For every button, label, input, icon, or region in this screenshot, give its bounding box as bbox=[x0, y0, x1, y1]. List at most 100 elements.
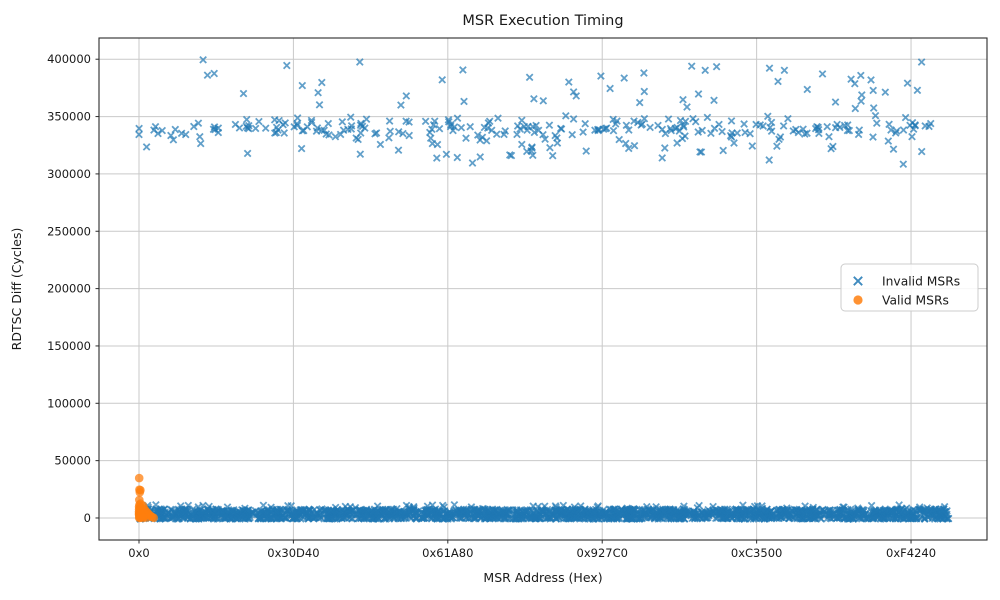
scatter-x-marker bbox=[679, 121, 688, 130]
scatter-x-marker bbox=[801, 502, 809, 510]
scatter-x-marker bbox=[719, 146, 728, 155]
scatter-x-marker bbox=[203, 71, 212, 80]
scatter-x-marker bbox=[642, 502, 651, 511]
scatter-x-marker bbox=[459, 66, 467, 74]
scatter-x-marker bbox=[746, 129, 754, 138]
scatter-x-marker bbox=[446, 122, 455, 131]
scatter-x-marker bbox=[432, 154, 441, 162]
scatter-x-marker bbox=[899, 126, 908, 134]
scatter-x-marker bbox=[194, 503, 203, 511]
scatter-x-marker bbox=[712, 62, 721, 71]
scatter-x-marker bbox=[393, 504, 401, 513]
scatter-x-marker bbox=[374, 513, 382, 522]
scatter-x-marker bbox=[544, 514, 552, 522]
scatter-x-marker bbox=[189, 505, 198, 513]
scatter-x-marker bbox=[774, 77, 782, 86]
scatter-x-marker bbox=[653, 513, 662, 522]
scatter-x-marker bbox=[394, 146, 403, 155]
scatter-x-marker bbox=[884, 137, 893, 145]
scatter-x-marker bbox=[569, 88, 578, 96]
scatter-x-marker bbox=[310, 513, 319, 522]
scatter-x-marker bbox=[317, 126, 326, 135]
scatter-x-marker bbox=[419, 514, 428, 522]
scatter-x-marker bbox=[569, 115, 578, 123]
scatter-x-marker bbox=[539, 96, 548, 105]
scatter-x-marker bbox=[548, 151, 557, 160]
legend-box bbox=[840, 263, 979, 312]
y-axis-label: RDTSC Diff (Cycles) bbox=[9, 228, 24, 351]
scatter-x-marker bbox=[615, 135, 624, 144]
scatter-x-marker bbox=[579, 128, 587, 136]
scatter-x-marker bbox=[610, 513, 618, 522]
scatter-x-marker bbox=[362, 115, 371, 124]
scatter-x-marker bbox=[517, 140, 526, 149]
scatter-x-marker bbox=[284, 501, 292, 510]
scatter-x-marker bbox=[449, 126, 457, 135]
scatter-x-marker bbox=[915, 503, 924, 511]
scatter-x-marker bbox=[524, 122, 532, 131]
scatter-x-marker bbox=[667, 514, 675, 523]
scatter-x-marker bbox=[703, 513, 711, 522]
scatter-x-marker bbox=[307, 118, 316, 127]
scatter-x-marker bbox=[261, 124, 270, 133]
scatter-x-marker bbox=[885, 120, 893, 129]
scatter-x-marker bbox=[640, 69, 648, 77]
x-tick-label: 0xF4240 bbox=[886, 546, 936, 560]
scatter-x-marker bbox=[756, 121, 765, 129]
scatter-x-marker bbox=[867, 76, 875, 84]
scatter-x-marker bbox=[901, 113, 910, 122]
scatter-x-marker bbox=[153, 506, 162, 515]
scatter-x-marker bbox=[297, 505, 306, 514]
legend-circle-marker-icon bbox=[853, 295, 863, 305]
scatter-x-marker bbox=[687, 62, 696, 71]
scatter-x-marker bbox=[272, 123, 281, 132]
scatter-x-marker bbox=[851, 104, 860, 113]
scatter-x-marker bbox=[517, 514, 526, 523]
scatter-x-marker bbox=[528, 151, 537, 160]
scatter-x-marker bbox=[435, 124, 444, 133]
scatter-x-marker bbox=[646, 513, 655, 522]
scatter-x-marker bbox=[644, 513, 653, 522]
scatter-x-marker bbox=[902, 513, 911, 522]
scatter-x-marker bbox=[840, 121, 849, 130]
scatter-x-marker bbox=[854, 130, 863, 139]
scatter-x-marker bbox=[405, 131, 414, 140]
scatter-x-marker bbox=[513, 130, 521, 139]
scatter-x-marker bbox=[174, 514, 183, 522]
scatter-x-marker bbox=[409, 502, 418, 511]
scatter-x-marker bbox=[673, 123, 681, 132]
y-tick-label: 0 bbox=[84, 511, 91, 525]
scatter-x-marker bbox=[559, 501, 568, 510]
scatter-x-marker bbox=[158, 126, 167, 135]
scatter-x-marker bbox=[829, 142, 837, 151]
series-invalid-msrs bbox=[135, 55, 953, 523]
scatter-x-marker bbox=[720, 514, 729, 523]
scatter-x-marker bbox=[135, 130, 143, 139]
scatter-x-marker bbox=[256, 514, 264, 523]
scatter-x-marker bbox=[529, 502, 538, 510]
scatter-x-marker bbox=[348, 514, 357, 523]
scatter-x-marker bbox=[167, 513, 176, 522]
scatter-x-marker bbox=[718, 127, 726, 136]
scatter-x-marker bbox=[468, 159, 477, 167]
scatter-x-marker bbox=[693, 503, 702, 512]
y-tick-label: 100000 bbox=[47, 396, 91, 410]
scatter-x-marker bbox=[740, 120, 748, 128]
scatter-x-marker bbox=[356, 506, 365, 515]
scatter-x-marker bbox=[931, 505, 940, 513]
y-tick-label: 350000 bbox=[47, 110, 91, 124]
scatter-x-marker bbox=[517, 116, 526, 125]
scatter-x-marker bbox=[356, 150, 365, 159]
x-tick-label: 0x0 bbox=[128, 546, 149, 560]
scatter-x-marker bbox=[206, 513, 215, 522]
scatter-x-marker bbox=[450, 500, 459, 509]
scatter-x-marker bbox=[640, 114, 649, 123]
scatter-x-marker bbox=[428, 139, 437, 148]
scatter-x-marker bbox=[430, 117, 439, 126]
scatter-x-marker bbox=[417, 513, 426, 522]
scatter-x-marker bbox=[843, 126, 852, 135]
scatter-x-marker bbox=[664, 115, 673, 123]
scatter-x-marker bbox=[338, 117, 347, 126]
scatter-x-marker bbox=[473, 506, 482, 515]
